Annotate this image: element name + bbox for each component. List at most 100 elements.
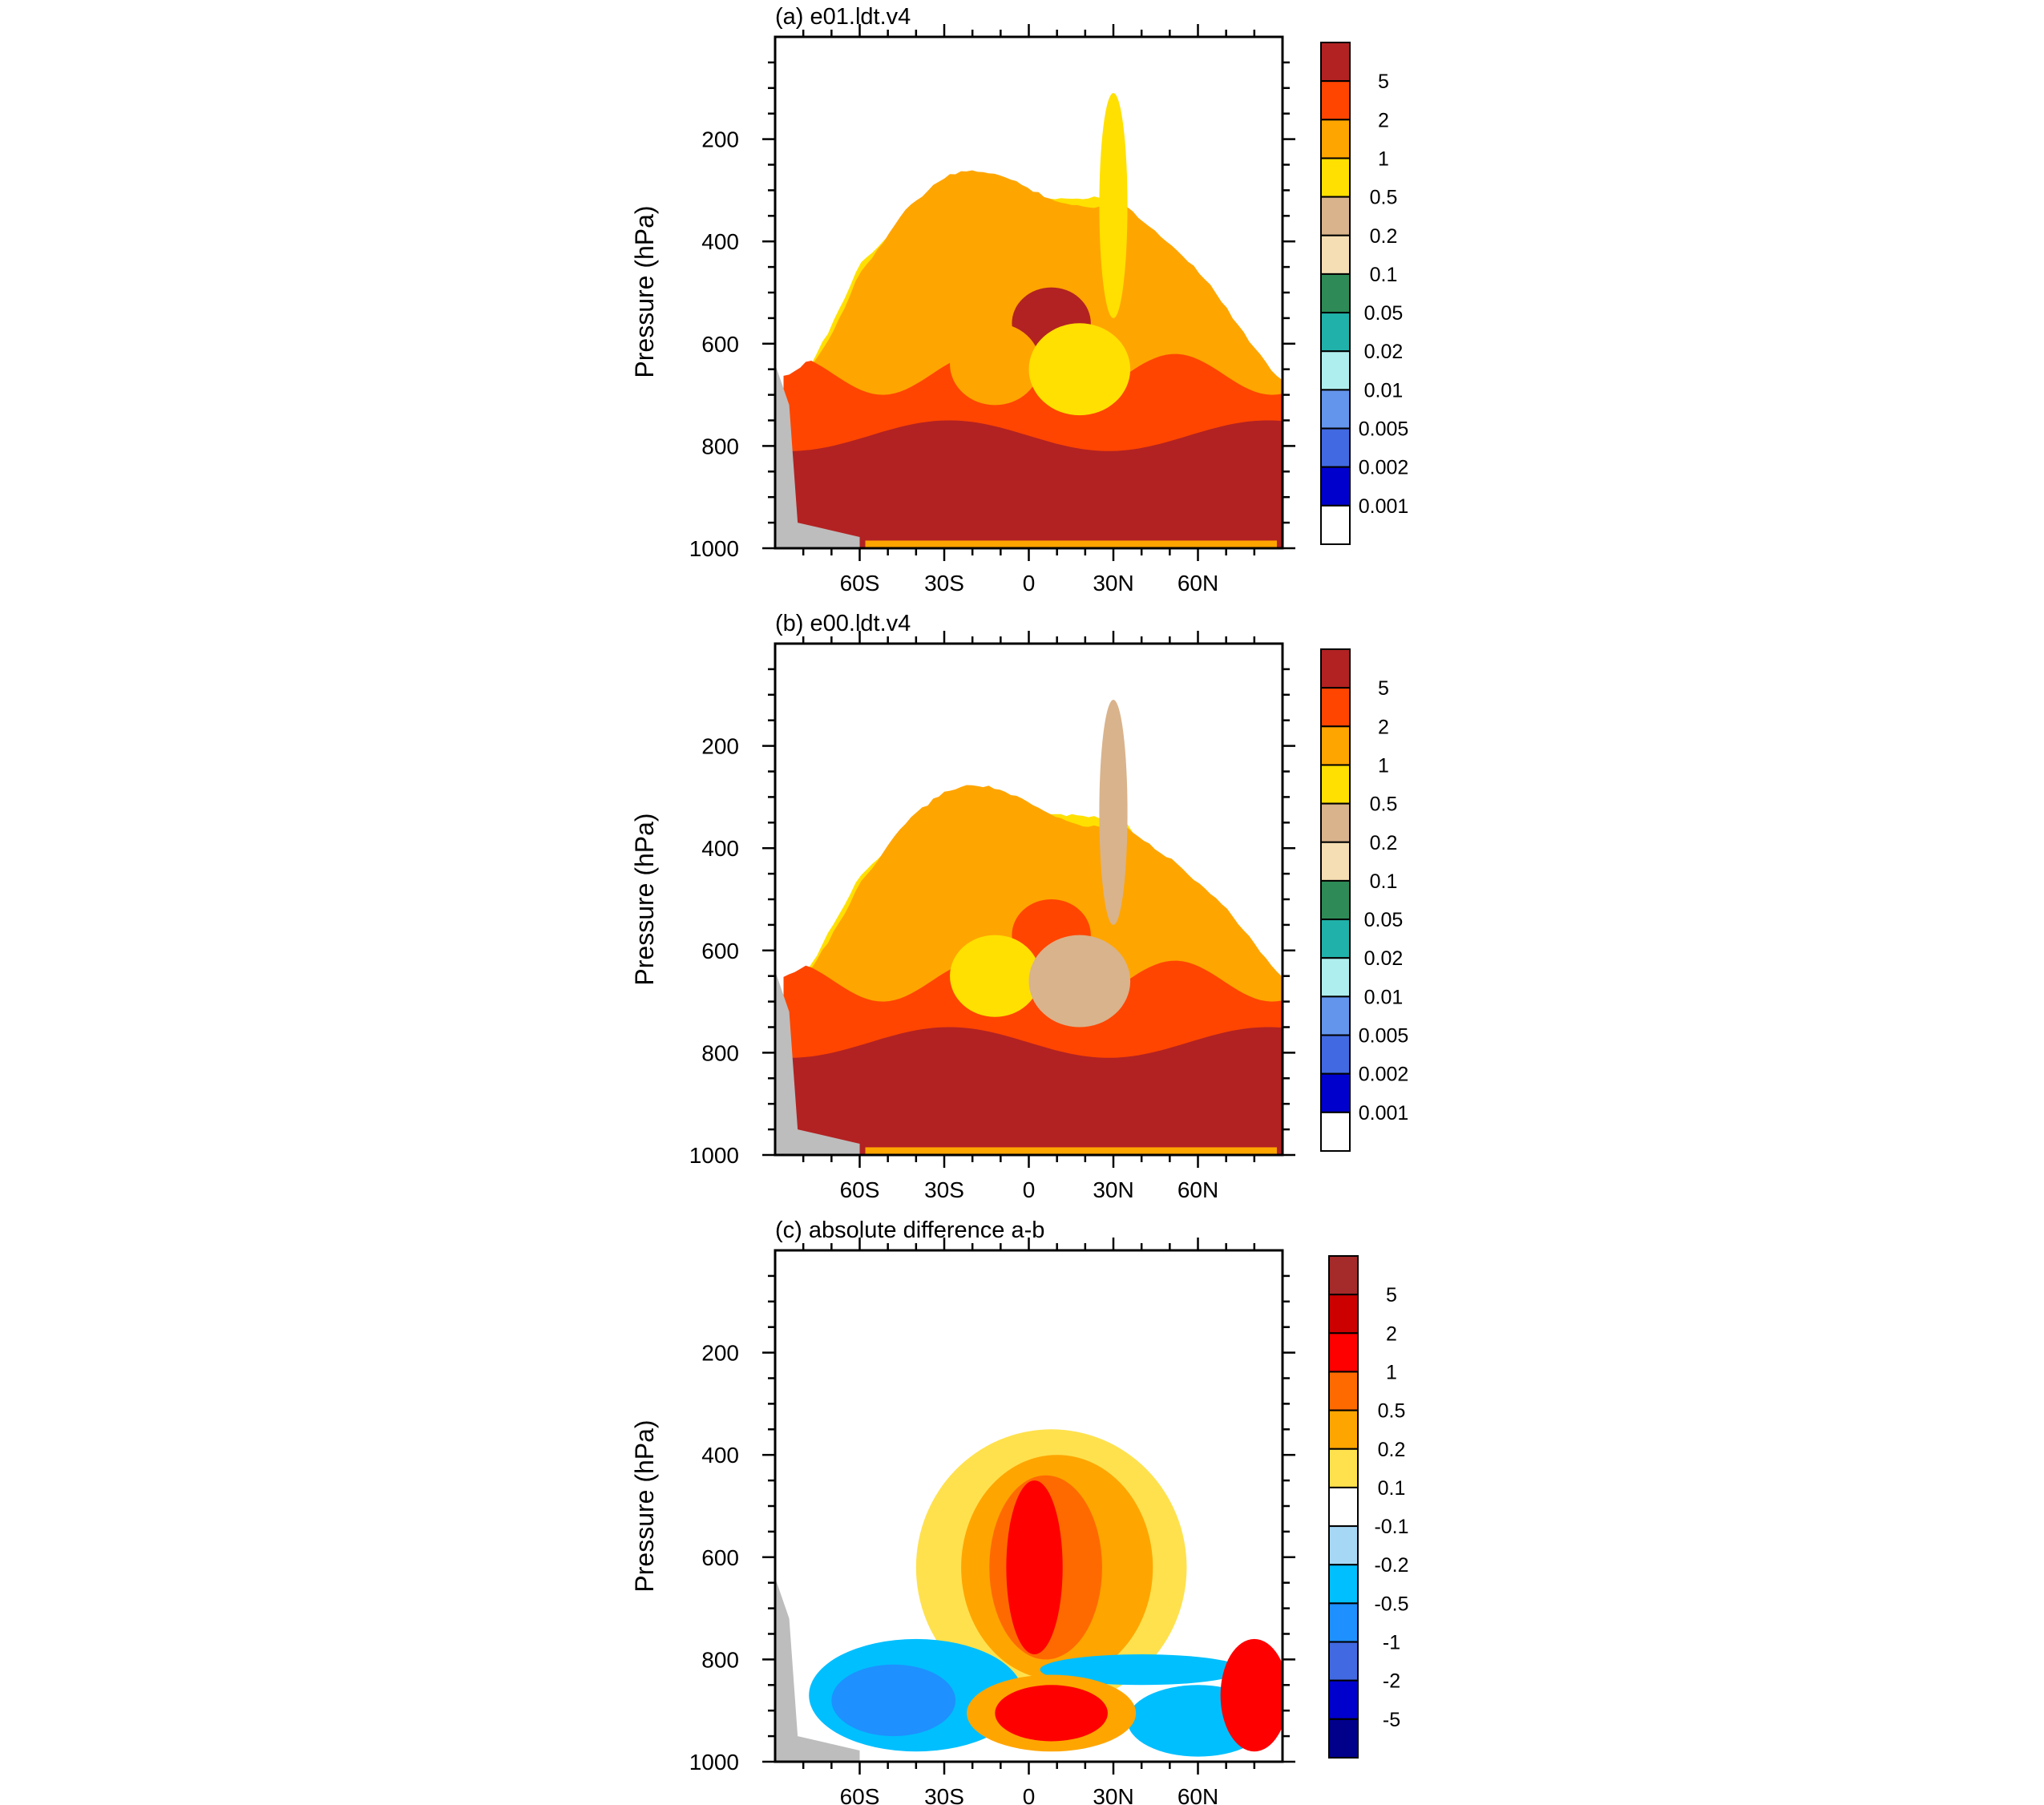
colorbar-swatch bbox=[1328, 1486, 1359, 1528]
chart-panel-0: 60S 30S 0 30N 60N 200 400 600 800 1000 (a) e01.ldt… bbox=[630, 4, 1408, 596]
x-tick-label: 60N bbox=[1178, 1784, 1218, 1805]
colorbar-swatch bbox=[1328, 1332, 1359, 1373]
colorbar-label: -0.5 bbox=[1374, 1593, 1408, 1615]
contour-feature bbox=[950, 935, 1040, 1017]
colorbar-label: 0.02 bbox=[1364, 947, 1404, 970]
x-tick-label: 60S bbox=[840, 1784, 880, 1805]
colorbar-swatch bbox=[1320, 273, 1351, 314]
x-tick-label: 0 bbox=[1023, 571, 1036, 596]
colorbar-label: 5 bbox=[1378, 71, 1389, 93]
colorbar-swatch bbox=[1320, 196, 1351, 236]
colorbar-label: -1 bbox=[1383, 1632, 1400, 1654]
masked-region bbox=[775, 971, 860, 1155]
colorbar-swatch bbox=[1320, 957, 1351, 998]
colorbar: 5 2 1 0.5 0.2 0.1 0.05 0.02 0.01 0.005 0.002 0.001 bbox=[1320, 42, 1409, 545]
colorbar-swatch bbox=[1320, 802, 1351, 843]
colorbar-swatch bbox=[1328, 1255, 1359, 1296]
masked-region bbox=[775, 364, 860, 548]
colorbar-swatch bbox=[1320, 427, 1351, 468]
colorbar-swatch bbox=[1320, 157, 1351, 198]
colorbar-swatch bbox=[1320, 648, 1351, 689]
colorbar-swatch bbox=[1320, 504, 1351, 545]
colorbar-label: 0.005 bbox=[1359, 1025, 1409, 1048]
x-tick-label: 60S bbox=[840, 571, 880, 596]
colorbar-label: 0.01 bbox=[1364, 986, 1404, 1008]
colorbar-label: 0.002 bbox=[1359, 457, 1409, 479]
colorbar-label: 0.5 bbox=[1370, 187, 1398, 209]
colorbar-label: 0.05 bbox=[1364, 909, 1404, 931]
difference-blob bbox=[1006, 1480, 1063, 1655]
contour-band-0 bbox=[783, 1027, 1283, 1155]
y-tick-label: 800 bbox=[701, 434, 739, 458]
x-tick-label: 30S bbox=[924, 1177, 964, 1202]
colorbar-swatch bbox=[1328, 1525, 1359, 1566]
colorbar-label: 0.2 bbox=[1370, 225, 1398, 248]
y-axis-label: Pressure (hPa) bbox=[630, 205, 659, 378]
masked-region bbox=[775, 1577, 860, 1762]
colorbar-swatch bbox=[1320, 879, 1351, 921]
y-tick-label: 200 bbox=[701, 1341, 739, 1366]
colorbar-label: -0.2 bbox=[1374, 1554, 1408, 1577]
colorbar-label: 0.1 bbox=[1378, 1477, 1406, 1500]
colorbar-label: 2 bbox=[1386, 1322, 1397, 1345]
chart-panel-1: 60S 30S 0 30N 60N 200 400 600 800 1000 (b) e00.ldt… bbox=[630, 611, 1408, 1202]
chart-panel-2: 60S 30S 0 30N 60N 200 400 600 800 1000 (c) absolut… bbox=[630, 1217, 1409, 1805]
colorbar-label: 1 bbox=[1378, 754, 1389, 777]
contour-feature bbox=[1099, 93, 1128, 318]
colorbar-label: 0.2 bbox=[1378, 1439, 1406, 1461]
colorbar-label: -0.1 bbox=[1374, 1516, 1408, 1538]
colorbar-label: 0.001 bbox=[1359, 1102, 1409, 1125]
difference-blob bbox=[1040, 1654, 1243, 1686]
colorbar-swatch bbox=[1328, 1371, 1359, 1411]
colorbar-label: -2 bbox=[1383, 1670, 1400, 1693]
colorbar-swatch bbox=[1320, 1034, 1351, 1075]
colorbar: 5 2 1 0.5 0.2 0.1 0.05 0.02 0.01 0.005 0.002 0.001 bbox=[1320, 648, 1409, 1153]
surface-layer bbox=[865, 1147, 1277, 1155]
colorbar-swatch bbox=[1320, 80, 1351, 121]
colorbar-label: 2 bbox=[1378, 109, 1389, 131]
colorbar-label: 0.002 bbox=[1359, 1064, 1409, 1086]
colorbar-label: 5 bbox=[1378, 677, 1389, 700]
y-tick-label: 1000 bbox=[689, 536, 739, 561]
colorbar-swatch bbox=[1320, 1111, 1351, 1153]
colorbar-label: 0.001 bbox=[1359, 495, 1409, 518]
colorbar-swatch bbox=[1320, 466, 1351, 507]
colorbar-swatch bbox=[1328, 1602, 1359, 1643]
y-tick-label: 600 bbox=[701, 1545, 739, 1570]
y-tick-label: 1000 bbox=[689, 1750, 739, 1775]
x-tick-label: 60N bbox=[1178, 571, 1218, 596]
colorbar-label: 2 bbox=[1378, 716, 1389, 738]
y-tick-label: 200 bbox=[701, 734, 739, 759]
y-tick-label: 800 bbox=[701, 1040, 739, 1065]
colorbar-swatch bbox=[1320, 350, 1351, 391]
colorbar-swatch bbox=[1328, 1679, 1359, 1720]
y-tick-label: 800 bbox=[701, 1647, 739, 1672]
x-tick-label: 30S bbox=[924, 1784, 964, 1805]
colorbar-label: 0.2 bbox=[1370, 832, 1398, 854]
chart-title: (b) e00.ldt.v4 bbox=[775, 611, 911, 636]
difference-blob bbox=[831, 1664, 956, 1737]
colorbar-label: 0.1 bbox=[1370, 870, 1398, 893]
colorbar-swatch bbox=[1328, 1564, 1359, 1605]
x-tick-label: 0 bbox=[1023, 1177, 1036, 1202]
colorbar-swatch bbox=[1328, 1294, 1359, 1335]
colorbar-label: 0.01 bbox=[1364, 379, 1404, 402]
y-tick-label: 400 bbox=[701, 1443, 739, 1468]
contour-feature bbox=[1099, 700, 1128, 925]
colorbar-swatch bbox=[1320, 995, 1351, 1036]
colorbar-swatch bbox=[1328, 1409, 1359, 1450]
colorbar-swatch bbox=[1320, 841, 1351, 882]
colorbar-label: 1 bbox=[1386, 1361, 1397, 1383]
y-axis-label: Pressure (hPa) bbox=[630, 1419, 659, 1592]
contour-feature bbox=[950, 323, 1040, 406]
contour-field bbox=[775, 37, 1283, 548]
colorbar-swatch bbox=[1320, 687, 1351, 728]
colorbar-swatch bbox=[1328, 1718, 1359, 1759]
surface-layer bbox=[865, 540, 1277, 548]
colorbar-swatch bbox=[1320, 919, 1351, 959]
colorbar-label: 5 bbox=[1386, 1284, 1397, 1306]
difference-blob bbox=[1220, 1638, 1283, 1752]
chart-title: (a) e01.ldt.v4 bbox=[775, 4, 911, 30]
colorbar-label: 0.005 bbox=[1359, 418, 1409, 441]
colorbar: 5 2 1 0.5 0.2 0.1 -0.1 -0.2 -0.5 -1 -2 -5 bbox=[1328, 1255, 1409, 1759]
